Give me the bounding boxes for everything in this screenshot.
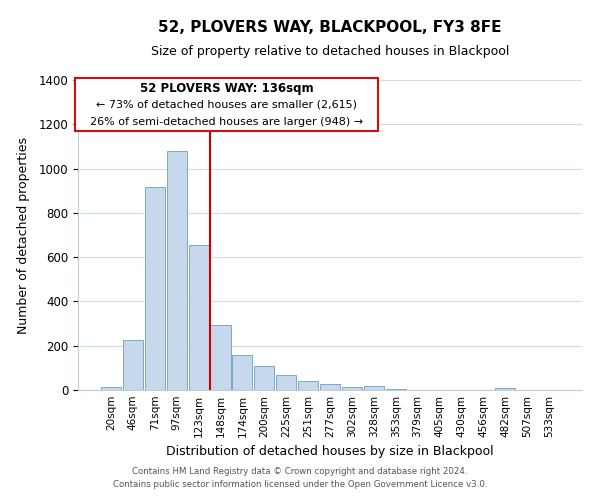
Text: 52, PLOVERS WAY, BLACKPOOL, FY3 8FE: 52, PLOVERS WAY, BLACKPOOL, FY3 8FE <box>158 20 502 35</box>
FancyBboxPatch shape <box>76 78 378 131</box>
Bar <box>298 381 318 390</box>
Text: Size of property relative to detached houses in Blackpool: Size of property relative to detached ho… <box>151 45 509 58</box>
Text: Contains HM Land Registry data © Crown copyright and database right 2024.: Contains HM Land Registry data © Crown c… <box>132 467 468 476</box>
Bar <box>276 375 296 390</box>
Bar <box>101 386 121 390</box>
Bar <box>364 386 384 390</box>
Text: 52 PLOVERS WAY: 136sqm: 52 PLOVERS WAY: 136sqm <box>140 82 313 96</box>
Bar <box>167 152 187 390</box>
Bar <box>145 186 165 390</box>
Bar <box>211 325 230 390</box>
Bar <box>386 389 406 390</box>
Bar <box>320 384 340 390</box>
Bar <box>254 366 274 390</box>
Bar <box>495 388 515 390</box>
Bar <box>123 340 143 390</box>
Bar <box>342 386 362 390</box>
Bar <box>232 355 253 390</box>
X-axis label: Distribution of detached houses by size in Blackpool: Distribution of detached houses by size … <box>166 446 494 458</box>
Text: 26% of semi-detached houses are larger (948) →: 26% of semi-detached houses are larger (… <box>90 116 363 126</box>
Bar <box>188 245 209 390</box>
Text: Contains public sector information licensed under the Open Government Licence v3: Contains public sector information licen… <box>113 480 487 489</box>
Text: ← 73% of detached houses are smaller (2,615): ← 73% of detached houses are smaller (2,… <box>96 100 357 110</box>
Y-axis label: Number of detached properties: Number of detached properties <box>17 136 30 334</box>
